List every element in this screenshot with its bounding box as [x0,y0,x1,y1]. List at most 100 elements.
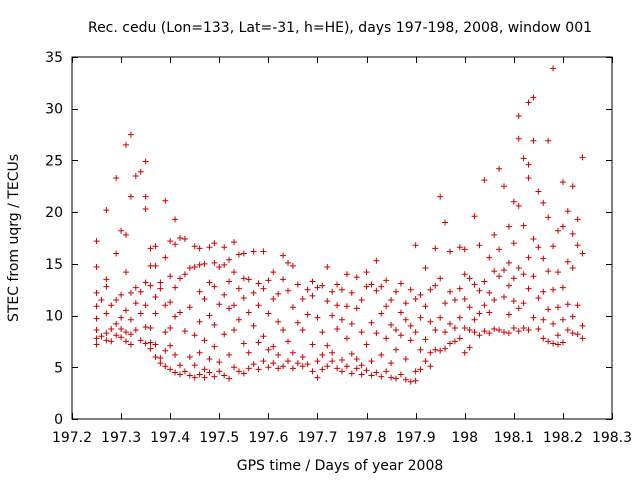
data-point [186,304,193,311]
data-point [231,364,237,371]
data-point [422,358,429,365]
data-point [530,236,537,243]
data-point [412,368,419,375]
data-point [235,316,242,323]
data-point [437,275,444,282]
data-point [397,309,404,316]
data-point [447,248,453,255]
x-tick-label: 197.6 [248,430,288,446]
y-tick-label: 30 [45,102,63,118]
plot-border [71,56,613,420]
data-point [275,365,282,372]
data-point [358,297,365,304]
data-point [196,318,203,325]
data-point [162,254,169,261]
data-point [285,338,291,345]
data-point [437,347,444,354]
data-point [442,219,449,226]
data-point [383,303,390,310]
data-point [127,331,134,338]
data-point [329,288,336,295]
data-point [437,314,444,321]
data-point [142,302,149,309]
data-point [496,165,503,172]
data-point [579,250,586,257]
data-point [289,304,296,311]
data-point [103,207,110,214]
data-point [191,362,198,369]
data-point [555,341,561,348]
data-point [196,261,203,268]
data-point [152,293,159,300]
data-point [221,261,228,268]
data-point [186,372,193,379]
data-point [206,279,213,286]
data-point [363,283,370,290]
data-point [162,197,169,204]
data-point [304,311,311,318]
data-point [113,297,120,304]
data-point [397,332,404,339]
data-point [226,375,233,382]
data-point [299,353,306,360]
data-point [471,281,478,288]
data-point [108,338,115,345]
data-point [515,135,522,142]
data-point [412,329,419,336]
axis-ticks: 197.2 197.3 197.4 197.5 197.6 197.7 197.8 197.9… [45,50,632,446]
data-point [456,244,463,251]
data-point [181,368,188,375]
data-point [240,250,247,257]
data-point [255,339,262,346]
data-point [270,269,277,276]
data-point [255,280,262,287]
data-point [142,193,149,200]
data-point [564,327,571,334]
data-point [314,314,321,321]
data-point [569,313,576,320]
data-point [147,345,154,352]
data-point [451,297,458,304]
data-point [211,240,218,247]
data-point [461,296,468,303]
data-point [510,275,517,282]
data-point [299,327,306,334]
data-point [417,366,424,373]
data-point [525,99,532,106]
data-point [520,300,527,307]
y-tick-label: 35 [45,50,63,66]
data-point [137,310,144,317]
data-point [226,305,233,312]
data-point [167,299,174,306]
y-tick-label: 5 [54,360,63,376]
data-point [201,337,208,344]
data-point [123,338,129,345]
plot-frame [71,56,613,420]
data-point [108,326,115,333]
data-point [211,373,218,380]
data-point [329,349,336,356]
data-point [481,278,488,285]
data-point [569,183,576,190]
data-point [550,286,557,293]
data-point [378,310,385,317]
data-point [191,243,198,250]
data-point [363,269,370,276]
data-point [270,360,277,367]
data-point [177,309,183,316]
data-point [250,248,257,255]
data-point [152,262,159,269]
data-point [447,340,453,347]
data-point [201,260,208,267]
data-point [466,327,473,334]
data-point [191,263,198,270]
data-point [157,360,164,367]
data-point [397,371,404,378]
data-point [545,137,552,144]
data-point [250,289,257,296]
data-point [118,227,125,234]
data-point [226,351,233,358]
data-point [231,302,237,309]
data-point [309,368,316,375]
data-point [388,374,395,381]
